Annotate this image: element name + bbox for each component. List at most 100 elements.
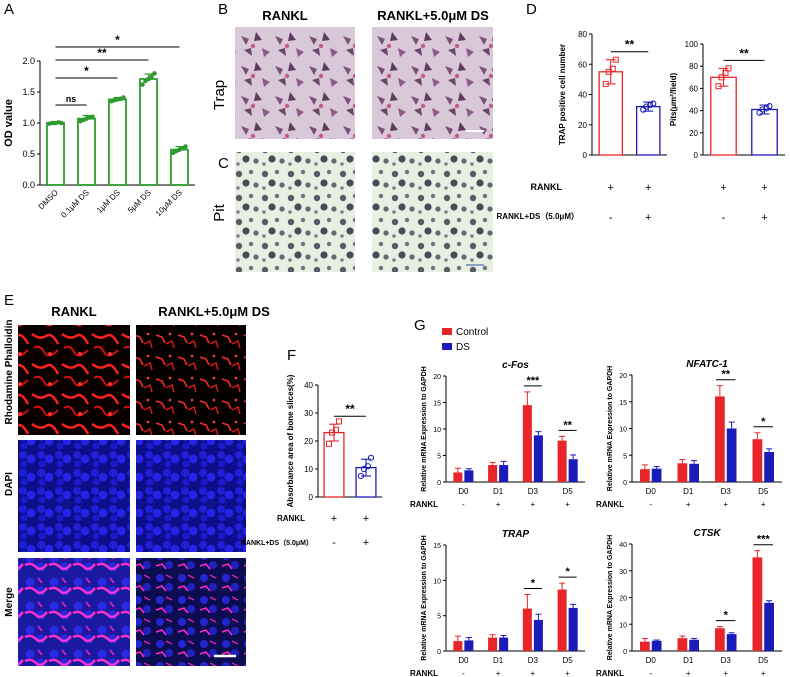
rankl-sign-G4-0: - (649, 669, 652, 677)
x-tick-label-G4-0: D0 (646, 656, 657, 665)
legend-label-ds: DS (456, 342, 470, 353)
y-tick-label-G4: 30 (619, 569, 627, 576)
x-tick-label-A-2: 1μM DS (95, 188, 122, 215)
x-tick-label-G1-3: D5 (563, 487, 574, 496)
panel-letter-f: F (287, 347, 296, 364)
micrograph-rhodamine-rankl (18, 325, 130, 435)
panel-letter-d: D (526, 1, 537, 18)
x-tick-label-G3-2: D3 (528, 656, 539, 665)
y-axis-label-A: OD value (3, 99, 15, 147)
y-tick-label-F: 0 (309, 493, 314, 502)
y-axis-label-G1: Relative mRNA Expression to GAPDH (421, 366, 428, 491)
point-A-0 (59, 120, 64, 126)
rankl-sign-G3-0: - (462, 669, 465, 677)
point-A-3 (140, 82, 145, 87)
rankl-sign-G2-0: - (649, 500, 652, 509)
e-col2-label: RANKL+5.0μM DS (158, 304, 270, 319)
bar-G4-DS-1 (689, 639, 699, 651)
bar-G3-DS-2 (533, 619, 543, 651)
y-tick-label-G2: 0 (623, 480, 627, 487)
e-row-label-rhodamine: Rhodamine Phalloidin (4, 319, 15, 424)
y-tick-label-D2: 80 (689, 62, 698, 71)
bar-G2-DS-2 (726, 428, 737, 482)
y-tick-label-G2: 5 (623, 453, 627, 460)
bar-G4-Control-0 (640, 641, 650, 651)
point-D2-1 (766, 103, 773, 110)
point-D2-1 (759, 106, 766, 113)
y-axis-label-D1: TRAP positive cell number (558, 44, 567, 145)
point-D1-1 (643, 103, 650, 110)
y-tick-label-D1: 40 (578, 91, 587, 100)
ds-sign-D2-0: - (722, 212, 726, 224)
point-F-1 (367, 454, 375, 461)
bar-A-3 (139, 78, 158, 186)
bar-G2-Control-3 (752, 439, 763, 482)
y-tick-label-D2: 20 (689, 129, 698, 138)
rankl-sign-G4-1: + (686, 669, 691, 677)
micrograph-merge-rankl (18, 558, 130, 666)
bar-G1-DS-2 (533, 435, 543, 482)
point-D1-0 (609, 65, 616, 72)
rankl-row-label-G4: RANKL (596, 669, 624, 677)
bar-G4-DS-3 (764, 602, 774, 651)
sig-label-A-1: * (84, 64, 89, 78)
row-label-rankl-f: RANKL (277, 514, 305, 523)
x-tick-label-G4-2: D3 (721, 656, 732, 665)
rankl-sign-G3-2: + (531, 669, 536, 677)
y-tick-label-A: 1.0 (22, 118, 35, 128)
x-tick-label-G2-3: D5 (758, 487, 769, 496)
y-tick-label-G2: 15 (619, 400, 627, 407)
bar-G1-Control-1 (488, 465, 498, 482)
bar-G3-Control-1 (488, 637, 498, 651)
x-tick-label-G2-1: D1 (683, 487, 694, 496)
rankl-sign-G1-0: - (462, 500, 465, 509)
micrograph-rhodamine-rankl-ds (136, 325, 246, 435)
ds-sign-F-0: - (332, 537, 336, 549)
point-D1-0 (605, 68, 612, 75)
point-A-3 (149, 74, 154, 79)
x-tick-label-G4-3: D5 (758, 656, 769, 665)
y-tick-label-G1: 5 (437, 454, 441, 461)
x-tick-label-G4-1: D1 (683, 656, 694, 665)
bar-G3-Control-0 (453, 641, 463, 651)
rankl-sign-D2-0: + (720, 182, 726, 194)
bar-G3-Control-2 (522, 608, 532, 651)
x-tick-label-A-1: 0.1μM DS (59, 188, 91, 220)
y-tick-label-G1: 20 (433, 374, 441, 381)
point-D2-0 (725, 65, 732, 72)
point-A-1 (90, 114, 95, 120)
x-tick-label-A-4: 10μM DS (154, 188, 184, 218)
y-tick-label-G1: 10 (433, 427, 441, 434)
y-tick-label-D1: 80 (578, 30, 587, 39)
ds-sign-D1-0: - (609, 212, 613, 224)
micrograph-merge-rankl-ds (136, 558, 246, 666)
y-axis-label-G4: Relative mRNA Expression to GAPDH (607, 535, 614, 660)
bar-G4-DS-0 (651, 640, 662, 651)
x-tick-label-G3-1: D1 (493, 656, 504, 665)
bar-D2-0 (710, 76, 737, 156)
y-tick-label-G2: 10 (619, 427, 627, 434)
y-tick-label-A: 1.5 (22, 87, 35, 97)
bar-G1-DS-0 (464, 470, 474, 482)
bar-G3-DS-3 (568, 607, 578, 651)
point-D1-0 (602, 80, 609, 87)
point-A-2 (121, 95, 126, 100)
x-tick-label-G1-0: D0 (458, 487, 469, 496)
legend-swatch-ds (442, 343, 452, 350)
x-tick-label-G2-2: D3 (721, 487, 732, 496)
x-tick-label-A-3: 5μM DS (126, 188, 153, 215)
y-tick-label-G2: 20 (619, 373, 627, 380)
ds-sign-D2-1: + (761, 212, 767, 224)
bar-A-0 (46, 122, 65, 186)
y-tick-label-F: 40 (304, 381, 313, 390)
bar-G2-DS-0 (651, 468, 662, 482)
point-F-0 (333, 426, 339, 433)
y-tick-label-G4: 40 (619, 542, 627, 549)
bar-G1-DS-3 (568, 459, 578, 482)
bar-G4-Control-2 (715, 628, 725, 651)
panel-letter-g: G (414, 317, 426, 334)
y-tick-label-G3: 10 (433, 578, 441, 585)
point-F-0 (336, 418, 342, 425)
rankl-sign-D2-1: + (761, 182, 767, 194)
sig-label-G4-1: *** (757, 534, 771, 546)
